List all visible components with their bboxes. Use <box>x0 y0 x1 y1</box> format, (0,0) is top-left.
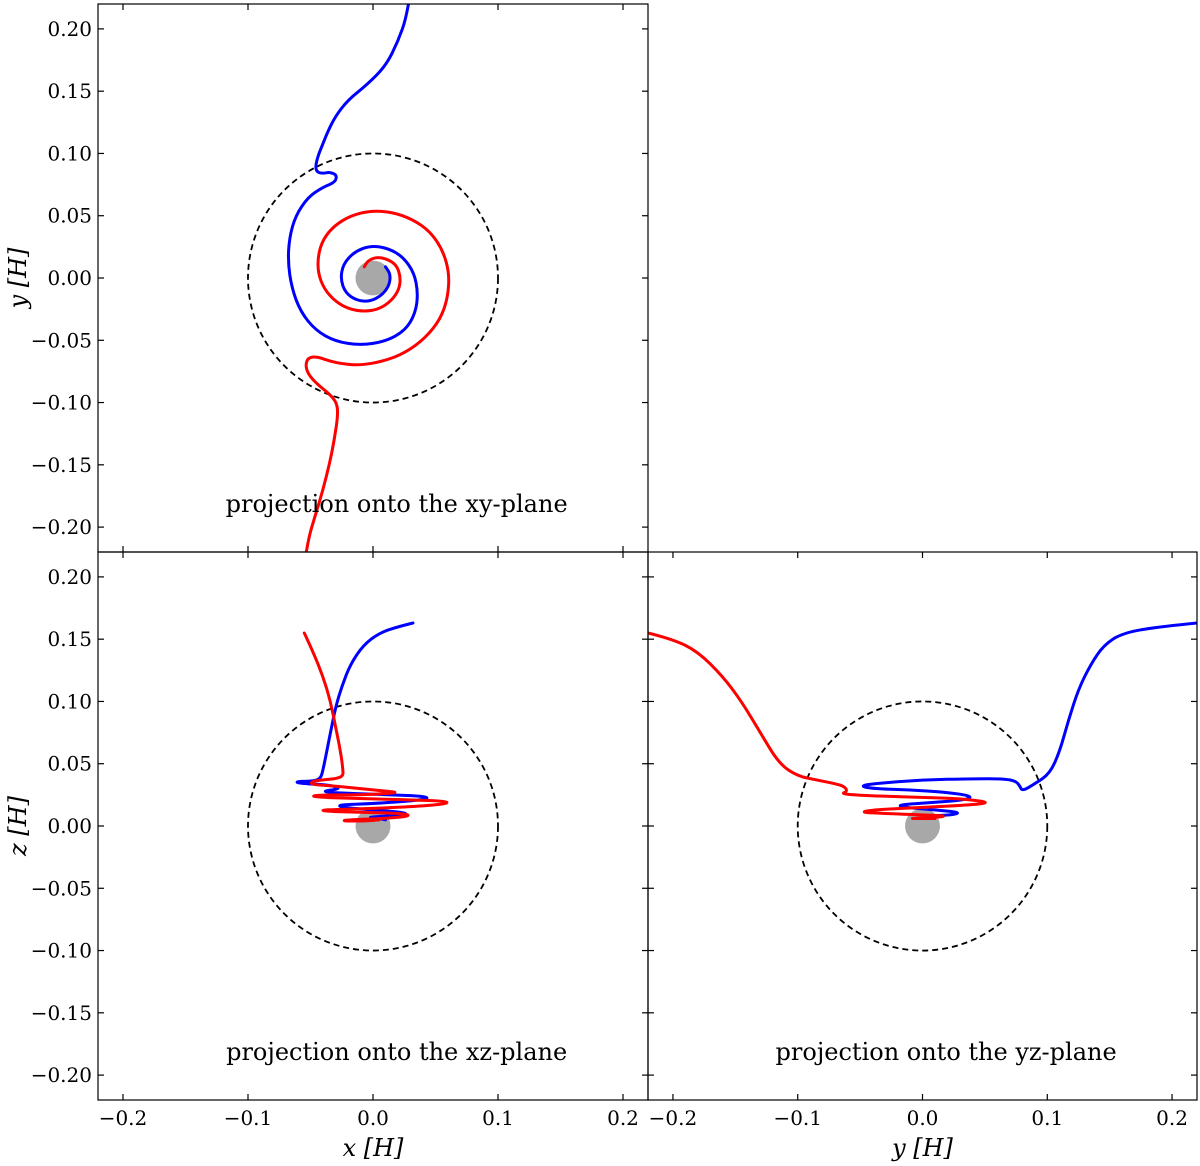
y-tick-label: 0.00 <box>47 814 92 838</box>
y-tick-label: 0.15 <box>47 627 92 651</box>
y-tick-label: 0.10 <box>47 141 92 165</box>
x-axis-label: x [H] <box>343 1134 404 1162</box>
planet-disc <box>355 260 391 296</box>
y-tick-label: −0.15 <box>31 1001 92 1025</box>
x-tick-label: −0.1 <box>224 1106 273 1130</box>
y-tick-label: −0.10 <box>31 391 92 415</box>
red-trajectory-line <box>304 209 451 552</box>
x-tick-label: 0.0 <box>907 1106 939 1130</box>
y-axis-label: z [H] <box>4 795 32 857</box>
panel-xy: 0.20 0.15 0.10 0.05 0.00 −0.05 −0.10 −0.15 −0.20… <box>4 3 649 553</box>
x-tick-label: 0.2 <box>1156 1106 1188 1130</box>
hill-sphere-circle <box>796 700 1049 952</box>
y-tick-label: −0.20 <box>31 515 92 539</box>
y-tick-label: −0.15 <box>31 453 92 477</box>
plot-area <box>247 621 499 952</box>
y-tick-label: 0.20 <box>47 565 92 589</box>
hill-sphere-circle <box>247 152 499 404</box>
x-tick-label: −0.1 <box>773 1106 822 1130</box>
red-trajectory-line <box>302 631 449 823</box>
panel-annotation: projection onto the xz-plane <box>226 1038 567 1066</box>
panel-xz: −0.2 −0.1 0.0 0.1 0.2 0.20 0.15 0.10 0.05 0.00 −0.… <box>4 551 649 1162</box>
panel-annotation: projection onto the xy-plane <box>226 490 568 518</box>
y-axis-label: y [H] <box>4 247 32 309</box>
y-tick-label: −0.05 <box>31 876 92 900</box>
blue-trajectory-line <box>286 4 419 346</box>
y-tick-label: 0.05 <box>47 752 92 776</box>
red-trajectory-line <box>648 631 987 820</box>
blue-trajectory-line <box>861 621 1197 819</box>
blue-trajectory-line <box>295 621 429 822</box>
panel-annotation: projection onto the yz-plane <box>776 1038 1117 1066</box>
x-tick-label: −0.2 <box>649 1106 698 1130</box>
y-tick-label: 0.10 <box>47 689 92 713</box>
plot-area <box>247 4 499 552</box>
y-tick-label: −0.10 <box>31 939 92 963</box>
x-tick-label: 0.1 <box>1031 1106 1063 1130</box>
x-tick-label: 0.0 <box>357 1106 389 1130</box>
y-tick-label: −0.20 <box>31 1063 92 1087</box>
x-tick-label: −0.2 <box>99 1106 148 1130</box>
plot-area <box>648 621 1197 952</box>
hill-sphere-circle <box>247 700 499 952</box>
y-tick-label: 0.15 <box>47 79 92 103</box>
x-tick-label: 0.2 <box>607 1106 639 1130</box>
y-tick-label: 0.05 <box>47 204 92 228</box>
y-tick-label: 0.00 <box>47 266 92 290</box>
x-axis-label: y [H] <box>891 1134 953 1162</box>
x-tick-label: 0.1 <box>482 1106 514 1130</box>
y-tick-label: 0.20 <box>47 17 92 41</box>
panel-yz: −0.2 −0.1 0.0 0.1 0.2 y [H] projection onto th… <box>647 551 1198 1162</box>
y-tick-label: −0.05 <box>31 328 92 352</box>
